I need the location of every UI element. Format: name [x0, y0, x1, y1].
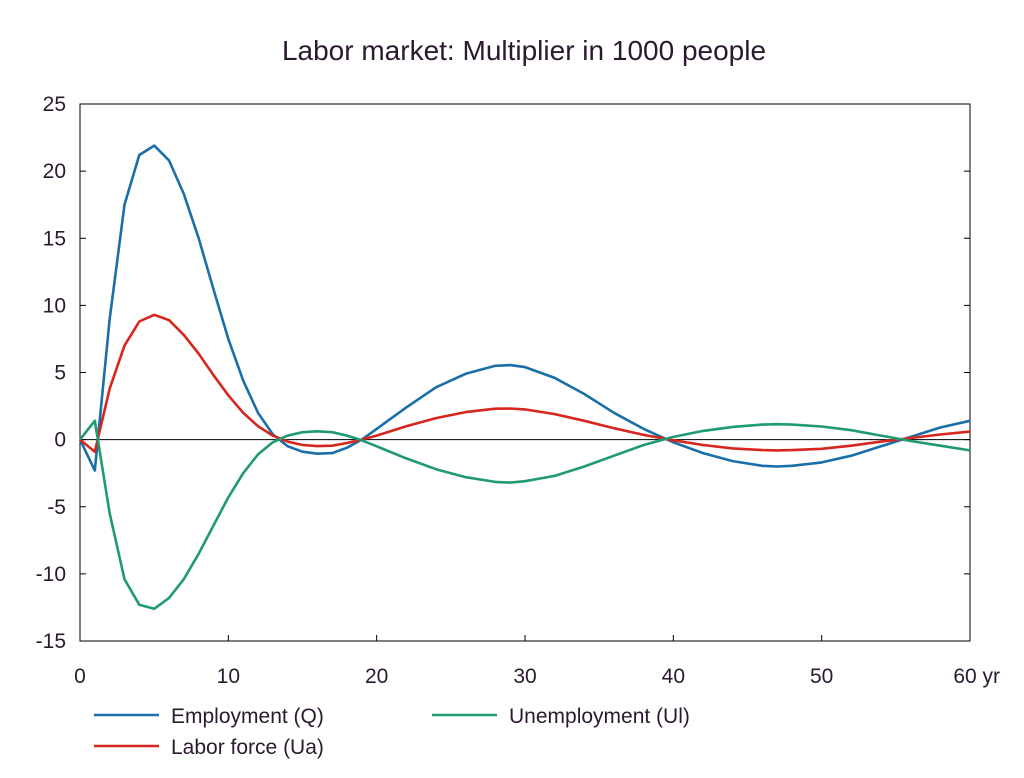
legend-label-0: Employment (Q): [171, 705, 324, 728]
series-line-0: [78, 144, 971, 472]
y-tick-label: -15: [36, 630, 66, 653]
series-line-2: [78, 419, 971, 611]
y-tick-label: 10: [43, 294, 66, 317]
legend: Employment (Q) Unemployment (Ul) Labor for…: [94, 705, 690, 759]
y-tick-label: 0: [54, 429, 66, 452]
chart-title: Labor market: Multiplier in 1000 people: [282, 35, 766, 66]
y-tick-label: 25: [43, 93, 66, 116]
series-lines: [78, 144, 971, 611]
y-tick-label: -5: [47, 496, 66, 519]
y-tick-label: 15: [43, 227, 66, 250]
series-line-1: [79, 313, 971, 453]
legend-label-1: Labor force (Ua): [171, 736, 324, 759]
x-tick-label: 20: [365, 665, 388, 688]
y-tick-label: 5: [54, 362, 66, 385]
plot-frame: [79, 103, 971, 642]
y-tick-label: 20: [43, 160, 66, 183]
legend-label-2: Unemployment (Ul): [509, 705, 690, 728]
x-axis: 0 10 20 30 40 50 60 yr: [74, 635, 1000, 688]
x-tick-label: 60 yr: [953, 665, 1000, 688]
x-tick-label: 40: [662, 665, 685, 688]
y-tick-label: -10: [36, 563, 66, 586]
plot-border: [79, 103, 971, 642]
x-tick-label: 10: [217, 665, 240, 688]
y-axis: 25 20 15 10 5 0 -5 -10 -15: [36, 93, 970, 653]
x-tick-label: 30: [513, 665, 536, 688]
x-tick-label: 50: [810, 665, 833, 688]
x-tick-label: 0: [74, 665, 86, 688]
